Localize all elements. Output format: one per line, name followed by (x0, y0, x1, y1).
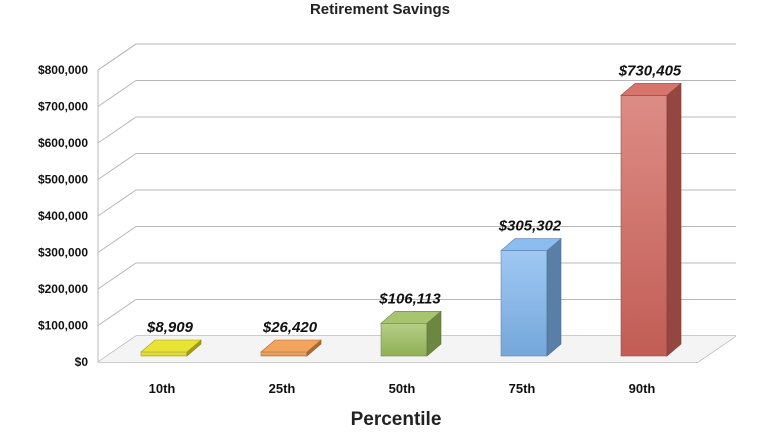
bar-top (260, 339, 322, 353)
gridline (97, 226, 736, 253)
bar-top (380, 310, 442, 324)
gridline (97, 153, 736, 180)
y-tick-label: $700,000 (38, 100, 88, 114)
y-tick-label: $200,000 (38, 282, 88, 296)
bar-90th (620, 82, 682, 357)
bar-front (260, 351, 308, 357)
data-label: $730,405 (618, 62, 682, 79)
bars-layer (140, 82, 682, 357)
x-tick-label: 25th (269, 381, 296, 396)
labels-layer: $0 $100,000 $200,000 $300,000 $400,000 $500,0… (38, 62, 682, 396)
bar-front (620, 95, 668, 357)
bar-10th (140, 339, 202, 357)
chart-title: Retirement Savings (310, 1, 450, 18)
x-tick-label: 10th (149, 381, 176, 396)
data-label: $305,302 (498, 218, 562, 235)
bar-top (500, 238, 562, 251)
bar-front (380, 322, 428, 357)
gridline (97, 43, 736, 71)
data-label: $8,909 (146, 319, 194, 336)
bar-side (666, 82, 682, 357)
bar-front (500, 250, 548, 357)
bar-front (140, 351, 188, 357)
y-tick-label: $500,000 (38, 173, 88, 187)
y-tick-label: $300,000 (38, 246, 88, 260)
gridline (97, 189, 736, 217)
bar-top (620, 83, 682, 96)
y-tick-label: $800,000 (38, 63, 88, 77)
y-tick-label: $400,000 (38, 209, 88, 223)
y-tick-label: $600,000 (38, 136, 88, 150)
y-tick-label: $100,000 (38, 319, 88, 333)
x-tick-label: 50th (389, 381, 416, 396)
bar-25th (260, 339, 322, 357)
x-tick-label: 75th (509, 381, 536, 396)
y-tick-label: $0 (75, 355, 89, 369)
bar-75th (500, 237, 562, 357)
bar-top (140, 339, 202, 353)
gridline (97, 80, 736, 107)
bar-side (546, 237, 562, 357)
data-label: $106,113 (378, 290, 441, 307)
data-label: $26,420 (262, 319, 318, 336)
x-axis-label: Percentile (351, 409, 442, 430)
gridline (97, 116, 736, 144)
x-tick-label: 90th (629, 381, 656, 396)
bar-50th (380, 310, 442, 357)
